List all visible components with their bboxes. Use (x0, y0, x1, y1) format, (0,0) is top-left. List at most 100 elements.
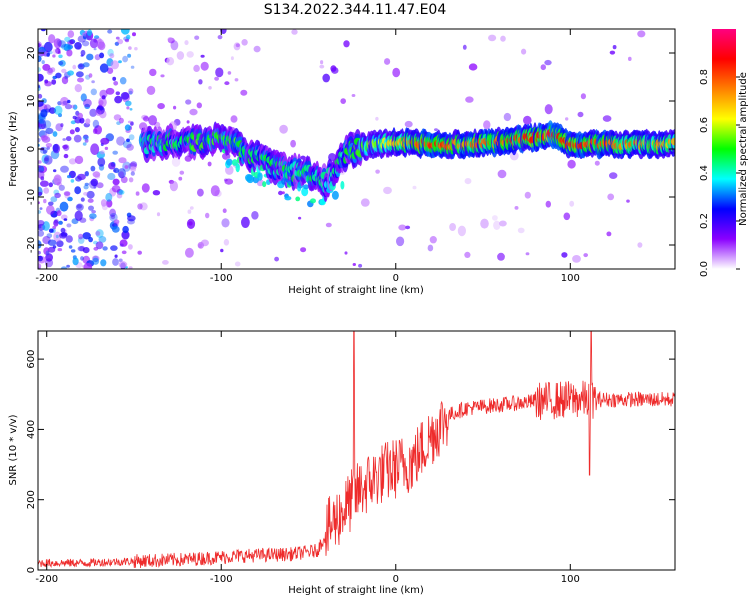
spectrogram-cell (544, 104, 553, 115)
spectrogram-cell (396, 236, 405, 247)
spectrogram-cell (60, 96, 69, 107)
spectrogram-cell (85, 118, 91, 125)
spectrogram-cell (47, 239, 57, 246)
spectrogram-cell (82, 247, 90, 254)
spectrogram-cell (114, 95, 123, 104)
spectrogram-cell (143, 116, 150, 122)
spectrogram-cell (95, 229, 104, 238)
spectrogram-cell (52, 245, 57, 249)
spectrogram-cell (457, 225, 466, 237)
spectrogram-cell (198, 79, 203, 85)
spectrogram-cell (193, 64, 200, 72)
spectrogram-cell (54, 192, 61, 199)
spectrogram-cell (38, 119, 47, 130)
spectrogram-cell (111, 185, 121, 193)
spectrogram-cell (53, 219, 59, 227)
spectrogram-cell (295, 196, 301, 202)
spectrogram-cell (383, 186, 392, 195)
spectrogram-cell (118, 261, 128, 269)
spectrogram-cell (220, 29, 227, 34)
spectrogram-cell (91, 80, 95, 84)
spectrogram-cell (565, 117, 569, 121)
spectrogram-cell (121, 230, 130, 240)
spectrogram-cell (55, 123, 63, 132)
spectrogram-cell (235, 163, 240, 173)
spectrogram-cell (499, 220, 507, 227)
spectrogram-cell (52, 48, 59, 55)
spectrogram-cell (523, 115, 532, 125)
spectrogram-cell (583, 253, 588, 258)
spectrogram-cell (55, 47, 61, 54)
spectrogram-cell (60, 227, 66, 234)
spectrogram-cell (186, 120, 190, 124)
spectrogram-cell (63, 191, 71, 197)
spectrogram-cell (106, 199, 113, 208)
spectrogram-cell (58, 54, 63, 59)
x-tick-label: -100 (210, 273, 233, 284)
spectrogram-cell (62, 144, 68, 149)
spectrogram-cell (38, 121, 41, 128)
spectrogram-cell (503, 112, 512, 122)
spectrogram-cell (127, 244, 133, 250)
spectrogram-cell (176, 51, 185, 60)
spectrogram-cell (405, 225, 411, 230)
spectrogram-cell (38, 170, 45, 179)
spectrogram-cell (188, 221, 193, 226)
spectrogram-cell (127, 120, 132, 124)
spectrogram-cell (412, 185, 417, 190)
spectrogram-cell (298, 216, 302, 220)
spectrogram-cell (38, 164, 41, 168)
spectrogram-cell (38, 43, 41, 48)
spectrogram-cell (80, 49, 86, 56)
spectrogram-cell (56, 210, 62, 217)
spectrogram-cell (113, 167, 120, 174)
spectrogram-cell (162, 260, 169, 265)
snr-xlabel: Height of straight line (km) (288, 585, 424, 596)
spectrogram-cell (53, 169, 57, 173)
spectrogram-cell (56, 240, 64, 248)
spectrogram-cell (464, 178, 472, 185)
spectrogram-cell (101, 95, 106, 100)
spectrogram-cell (39, 207, 43, 210)
spectrogram-cell (63, 218, 68, 221)
spectrogram-cell (107, 67, 114, 74)
spectrogram-cell (52, 143, 61, 154)
spectrogram-cell (109, 53, 115, 59)
spectrogram-cell (128, 134, 135, 141)
spectrogram-cell (109, 212, 118, 222)
spectrogram-cell (343, 40, 350, 48)
spectrogram-cell (92, 119, 100, 129)
spectrogram-cell (65, 136, 72, 142)
spectrogram-cell (509, 151, 519, 161)
spectrogram-cell (88, 73, 93, 78)
spectrogram-cell (67, 70, 74, 76)
snr-series-line (38, 331, 675, 569)
spectrogram-cell (56, 181, 63, 187)
spectrogram-cell (83, 184, 89, 190)
spectrogram-cell (274, 256, 279, 262)
spectrogram-cell (38, 93, 43, 99)
spectrogram-cell (50, 196, 58, 203)
spectrogram-cell (246, 174, 255, 184)
spectrogram-cell (113, 81, 119, 86)
spectrogram-cell (330, 65, 337, 72)
spectrogram-cell (205, 212, 210, 219)
spectrogram-cell (100, 199, 107, 207)
spectrogram-cell (52, 131, 58, 137)
spectrogram-cell (130, 161, 138, 168)
spectrogram-cell (43, 187, 50, 194)
spectrogram-cell (48, 201, 54, 206)
spectrogram-cell (67, 196, 73, 202)
spectrogram-cell (58, 61, 64, 66)
spectrogram-cell (60, 123, 64, 128)
spectrogram-cell (468, 63, 478, 71)
spectrogram-cell (626, 199, 630, 203)
spectrogram-cell (561, 252, 568, 258)
spectrogram-cell (127, 218, 135, 225)
spectrogram-cell (74, 186, 82, 195)
spectrogram-cell (90, 165, 96, 172)
spectrogram-cell (38, 55, 42, 62)
spectrogram-cell (480, 218, 489, 229)
spectrogram-cell (112, 150, 118, 155)
